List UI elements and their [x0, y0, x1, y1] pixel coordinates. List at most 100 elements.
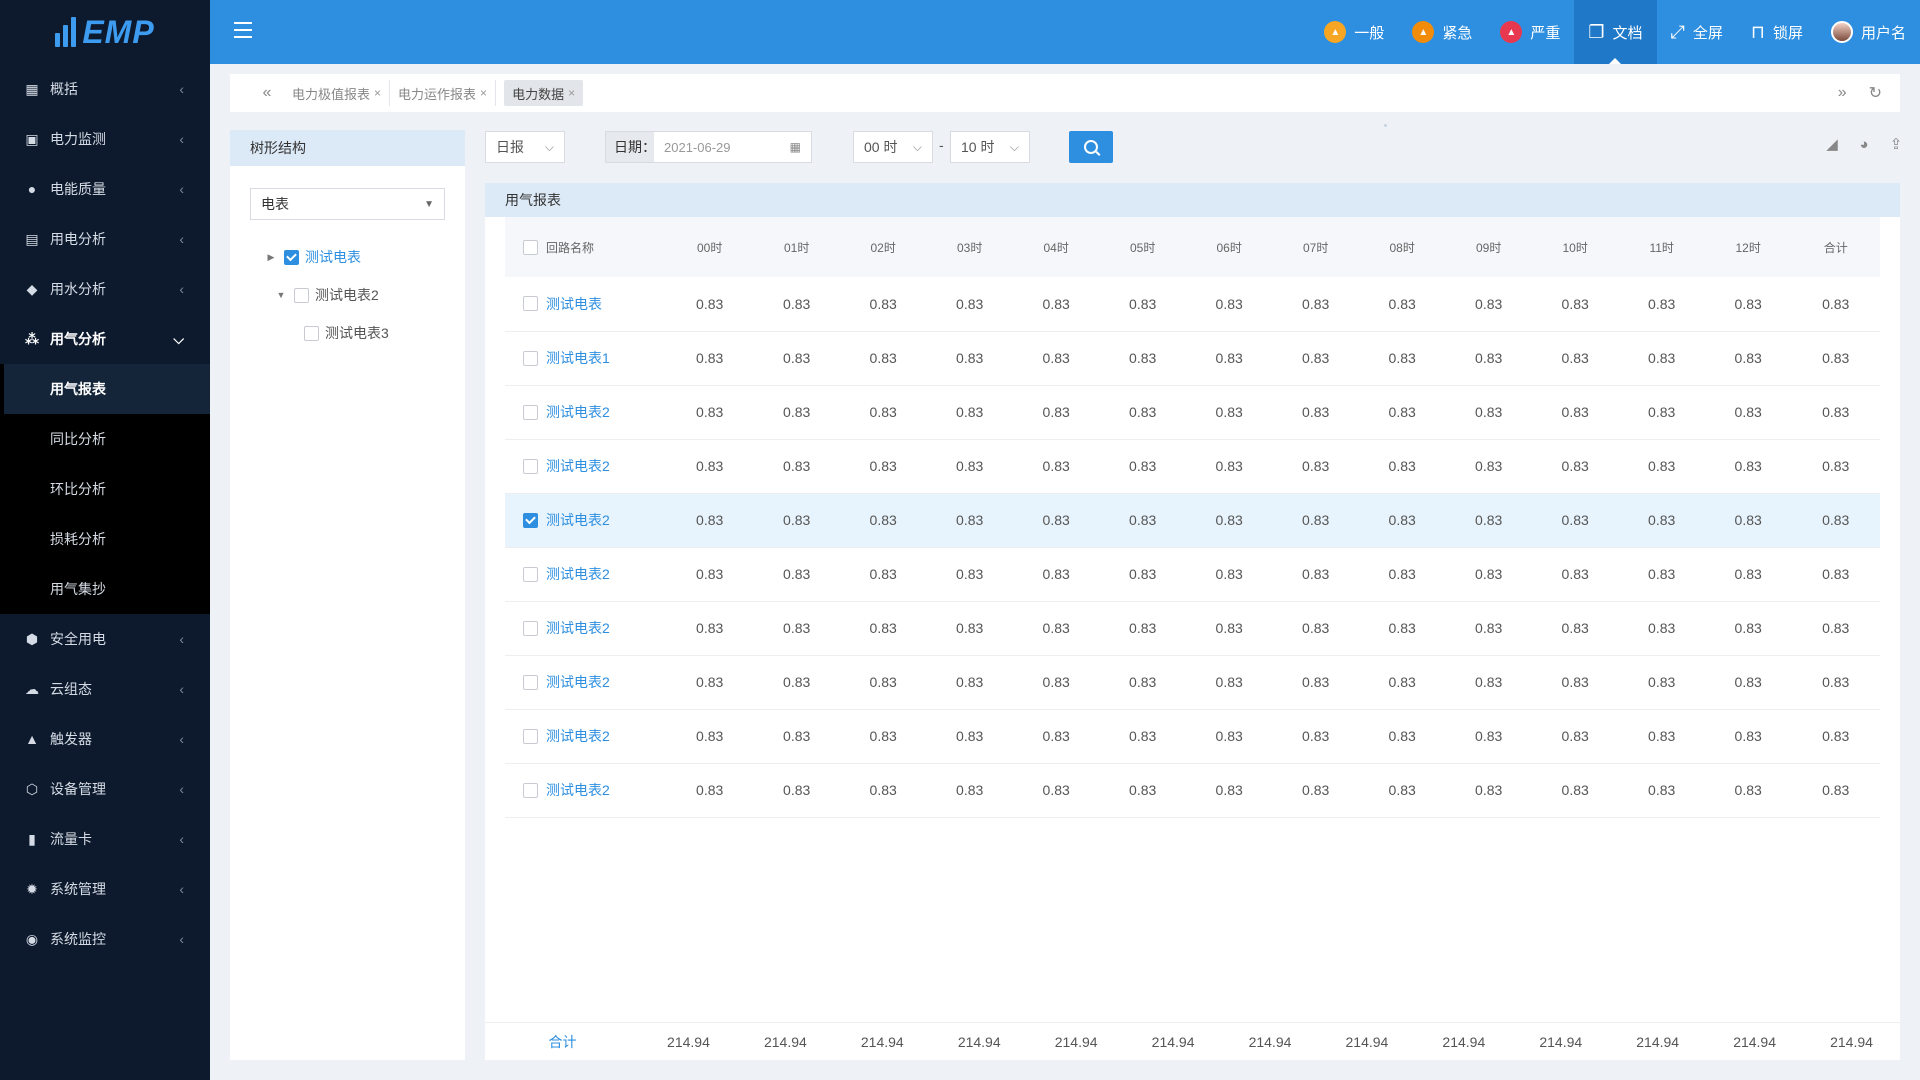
- table-cell: 0.83: [1302, 295, 1330, 312]
- table-cell: 0.83: [1561, 566, 1589, 582]
- sidebar-subitem[interactable]: 用气报表: [4, 364, 210, 414]
- row-name-link[interactable]: 测试电表2: [546, 782, 610, 798]
- tree-node-checkbox[interactable]: [284, 249, 299, 265]
- pie-chart-icon[interactable]: ◕: [1859, 135, 1869, 153]
- sidebar-item[interactable]: ✹ 系统管理 ‹: [0, 864, 210, 914]
- row-checkbox[interactable]: [523, 404, 538, 420]
- area-chart-icon[interactable]: ◢: [1826, 136, 1838, 153]
- tab-1[interactable]: 电力运作报表 ×: [390, 80, 497, 106]
- refresh-icon[interactable]: ↻: [1868, 85, 1882, 102]
- row-checkbox[interactable]: [523, 296, 538, 312]
- caret-right-icon[interactable]: ▶: [267, 251, 275, 262]
- row-checkbox[interactable]: [523, 674, 538, 690]
- row-name-link[interactable]: 测试电表2: [546, 458, 610, 474]
- sidebar-subitem[interactable]: 用气集抄: [50, 581, 106, 597]
- sidebar-item[interactable]: ● 电能质量 ‹: [0, 164, 210, 214]
- sidebar-item[interactable]: ☁ 云组态 ‹: [0, 664, 210, 714]
- chevron-left-icon: ‹: [179, 231, 184, 247]
- close-icon[interactable]: ×: [374, 86, 382, 100]
- sidebar-item[interactable]: ⁂ 用气分析 ⌵: [0, 314, 210, 364]
- topbar-full-button[interactable]: ⤢ 全屏: [1657, 0, 1737, 64]
- table-cell: 0.83: [1822, 295, 1850, 312]
- row-checkbox[interactable]: [523, 512, 538, 528]
- tree-node-checkbox[interactable]: [304, 325, 319, 341]
- table-cell: 0.83: [1042, 295, 1070, 312]
- table-cell: 0.83: [869, 512, 897, 528]
- table-cell: 0.83: [1302, 782, 1330, 798]
- table-cell: 0.83: [1561, 782, 1589, 798]
- tree-node[interactable]: 测试电表3: [230, 314, 465, 352]
- sidebar-subitem[interactable]: 环比分析: [50, 481, 106, 497]
- row-name-link[interactable]: 测试电表2: [546, 620, 610, 636]
- hour-from-select[interactable]: 00 时 ⌵: [853, 131, 933, 163]
- row-checkbox[interactable]: [523, 350, 538, 366]
- export-icon[interactable]: ⇪: [1889, 136, 1903, 153]
- tab-2[interactable]: 电力数据 ×: [504, 80, 584, 106]
- table-cell: 0.83: [1822, 674, 1850, 690]
- sidebar-item-label: 系统管理: [50, 881, 106, 897]
- tree-node-label: 测试电表3: [325, 325, 389, 341]
- row-checkbox[interactable]: [523, 566, 538, 582]
- row-checkbox[interactable]: [523, 458, 538, 474]
- tree-panel: 树形结构 电表 ▼ ▶ 测试电表 ▼ 测试电表2 测试电表3: [230, 130, 465, 1060]
- table-cell: 0.83: [1129, 458, 1157, 474]
- topbar-bell-2-button[interactable]: ▲ 紧急: [1398, 0, 1486, 64]
- meter-type-select[interactable]: 电表 ▼: [250, 188, 445, 220]
- table-cell: 0.83: [869, 458, 897, 474]
- table-cell: 0.83: [956, 566, 984, 582]
- search-button[interactable]: [1069, 131, 1113, 163]
- sidebar-item[interactable]: ◆ 用水分析 ‹: [0, 264, 210, 314]
- table-cell: 0.83: [1302, 674, 1330, 690]
- close-icon[interactable]: ×: [568, 86, 576, 100]
- topbar-lock-button[interactable]: ⊓ 锁屏: [1737, 0, 1817, 64]
- topbar-user-button[interactable]: 用户名: [1817, 0, 1920, 64]
- row-checkbox[interactable]: [523, 620, 538, 636]
- table-cell: 0.83: [696, 728, 724, 744]
- tree-node-checkbox[interactable]: [294, 287, 309, 303]
- row-checkbox[interactable]: [523, 782, 538, 798]
- table-cell: 0.83: [1129, 728, 1157, 744]
- table-cell: 0.83: [1388, 566, 1416, 582]
- menu-toggle-icon[interactable]: [234, 22, 252, 38]
- row-name-link[interactable]: 测试电表2: [546, 674, 610, 690]
- chevron-left-icon: ‹: [179, 731, 184, 747]
- select-all-checkbox[interactable]: [523, 239, 538, 255]
- row-checkbox[interactable]: [523, 728, 538, 744]
- topbar-bell-1-button[interactable]: ▲ 一般: [1310, 0, 1398, 64]
- tabs-scroll-right-icon[interactable]: »: [1837, 84, 1847, 101]
- sidebar-subitem[interactable]: 同比分析: [50, 431, 106, 447]
- row-name-link[interactable]: 测试电表2: [546, 566, 610, 582]
- sidebar-item[interactable]: ▮ 流量卡 ‹: [0, 814, 210, 864]
- row-name-cell: 测试电表1: [505, 331, 666, 385]
- table-cell: 0.83: [1215, 350, 1243, 366]
- row-name-link[interactable]: 测试电表: [546, 295, 602, 312]
- row-name-link[interactable]: 测试电表2: [546, 512, 610, 528]
- caret-down-icon[interactable]: ▼: [276, 290, 286, 300]
- topbar-bell-3-button[interactable]: ▲ 严重: [1486, 0, 1574, 64]
- sidebar-item[interactable]: ⬡ 设备管理 ‹: [0, 764, 210, 814]
- sidebar-item[interactable]: ▤ 用电分析 ‹: [0, 214, 210, 264]
- tree-node[interactable]: ▼ 测试电表2: [230, 276, 465, 314]
- report-type-select[interactable]: 日报 ⌵: [485, 131, 565, 163]
- topbar-doc-button[interactable]: ❐ 文档: [1574, 0, 1657, 64]
- sidebar-item[interactable]: ▣ 电力监测 ‹: [0, 114, 210, 164]
- tree-node[interactable]: ▶ 测试电表: [230, 238, 465, 276]
- date-picker[interactable]: 2021-06-29 ▦: [654, 131, 812, 163]
- table-cell: 0.83: [696, 350, 724, 366]
- chevron-down-icon: ⌵: [544, 139, 554, 154]
- row-name-cell: 测试电表2: [505, 385, 666, 439]
- sidebar-item[interactable]: ⬢ 安全用电 ‹: [0, 614, 210, 664]
- row-name-link[interactable]: 测试电表2: [546, 404, 610, 420]
- tab-0[interactable]: 电力极值报表 ×: [284, 80, 391, 106]
- row-name-link[interactable]: 测试电表1: [546, 350, 610, 366]
- sidebar-item[interactable]: ◉ 系统监控 ‹: [0, 914, 210, 964]
- topbar-action-label: 严重: [1530, 24, 1561, 42]
- hour-to-select[interactable]: 10 时 ⌵: [950, 131, 1030, 163]
- tabs-scroll-left-icon[interactable]: «: [262, 84, 272, 101]
- close-icon[interactable]: ×: [480, 86, 488, 100]
- sidebar-item[interactable]: ▲ 触发器 ‹: [0, 714, 210, 764]
- sidebar-item[interactable]: ▦ 概括 ‹: [0, 64, 210, 114]
- table-cell: 0.83: [783, 404, 811, 420]
- sidebar-subitem[interactable]: 损耗分析: [50, 531, 106, 547]
- row-name-link[interactable]: 测试电表2: [546, 728, 610, 744]
